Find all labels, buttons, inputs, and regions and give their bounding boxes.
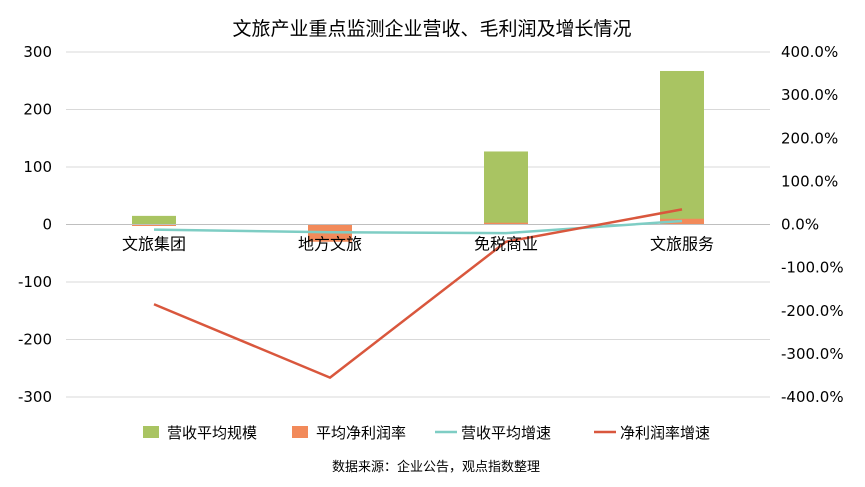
right-tick-label: -400.0% — [781, 388, 844, 406]
lines — [153, 208, 683, 379]
right-axis: 400.0% 300.0% 200.0% 100.0% 0.0% -100.0% -200.… — [781, 43, 844, 406]
category-labels: 文旅集团 地方文旅 免税商业 文旅服务 — [122, 235, 714, 254]
right-tick-label: 200.0% — [781, 129, 838, 147]
legend-label: 净利润率增速 — [620, 424, 710, 442]
bars — [132, 70, 704, 242]
bar-margin — [484, 222, 528, 225]
left-tick-label: -200 — [18, 331, 52, 349]
profit-growth-line — [153, 208, 683, 379]
gridlines — [66, 51, 770, 398]
right-tick-label: -100.0% — [781, 259, 844, 277]
left-axis: 300 200 100 0 -100 -200 -300 — [18, 43, 52, 406]
bar-revenue — [132, 215, 176, 225]
category-label: 文旅集团 — [122, 235, 186, 254]
category-label: 地方文旅 — [298, 235, 362, 254]
left-tick-label: 300 — [23, 43, 52, 61]
legend-label: 营收平均增速 — [461, 424, 551, 442]
legend-swatch — [143, 426, 159, 438]
legend-swatch — [292, 426, 308, 438]
left-tick-label: -100 — [18, 273, 52, 291]
bar-revenue — [660, 70, 704, 225]
revenue-growth-line — [153, 219, 683, 235]
left-tick-label: 0 — [42, 216, 52, 234]
legend: 营收平均规模 平均净利润率 营收平均增速 净利润率增速 — [143, 424, 710, 442]
bar-margin — [132, 224, 176, 226]
right-tick-label: -200.0% — [781, 302, 844, 320]
right-tick-label: 400.0% — [781, 43, 838, 61]
bar-revenue — [484, 151, 528, 225]
category-label: 免税商业 — [474, 235, 538, 254]
left-tick-label: 200 — [23, 101, 52, 119]
category-label: 文旅服务 — [650, 235, 714, 254]
chart-title: 文旅产业重点监测企业营收、毛利润及增长情况 — [232, 18, 631, 40]
left-tick-label: 100 — [23, 158, 52, 176]
legend-label: 营收平均规模 — [167, 424, 257, 442]
right-tick-label: 0.0% — [781, 216, 819, 234]
right-tick-label: 300.0% — [781, 86, 838, 104]
right-tick-label: -300.0% — [781, 345, 844, 363]
source-note: 数据来源：企业公告，观点指数整理 — [332, 459, 540, 475]
right-tick-label: 100.0% — [781, 172, 838, 190]
legend-label: 平均净利润率 — [316, 424, 406, 442]
left-tick-label: -300 — [18, 388, 52, 406]
